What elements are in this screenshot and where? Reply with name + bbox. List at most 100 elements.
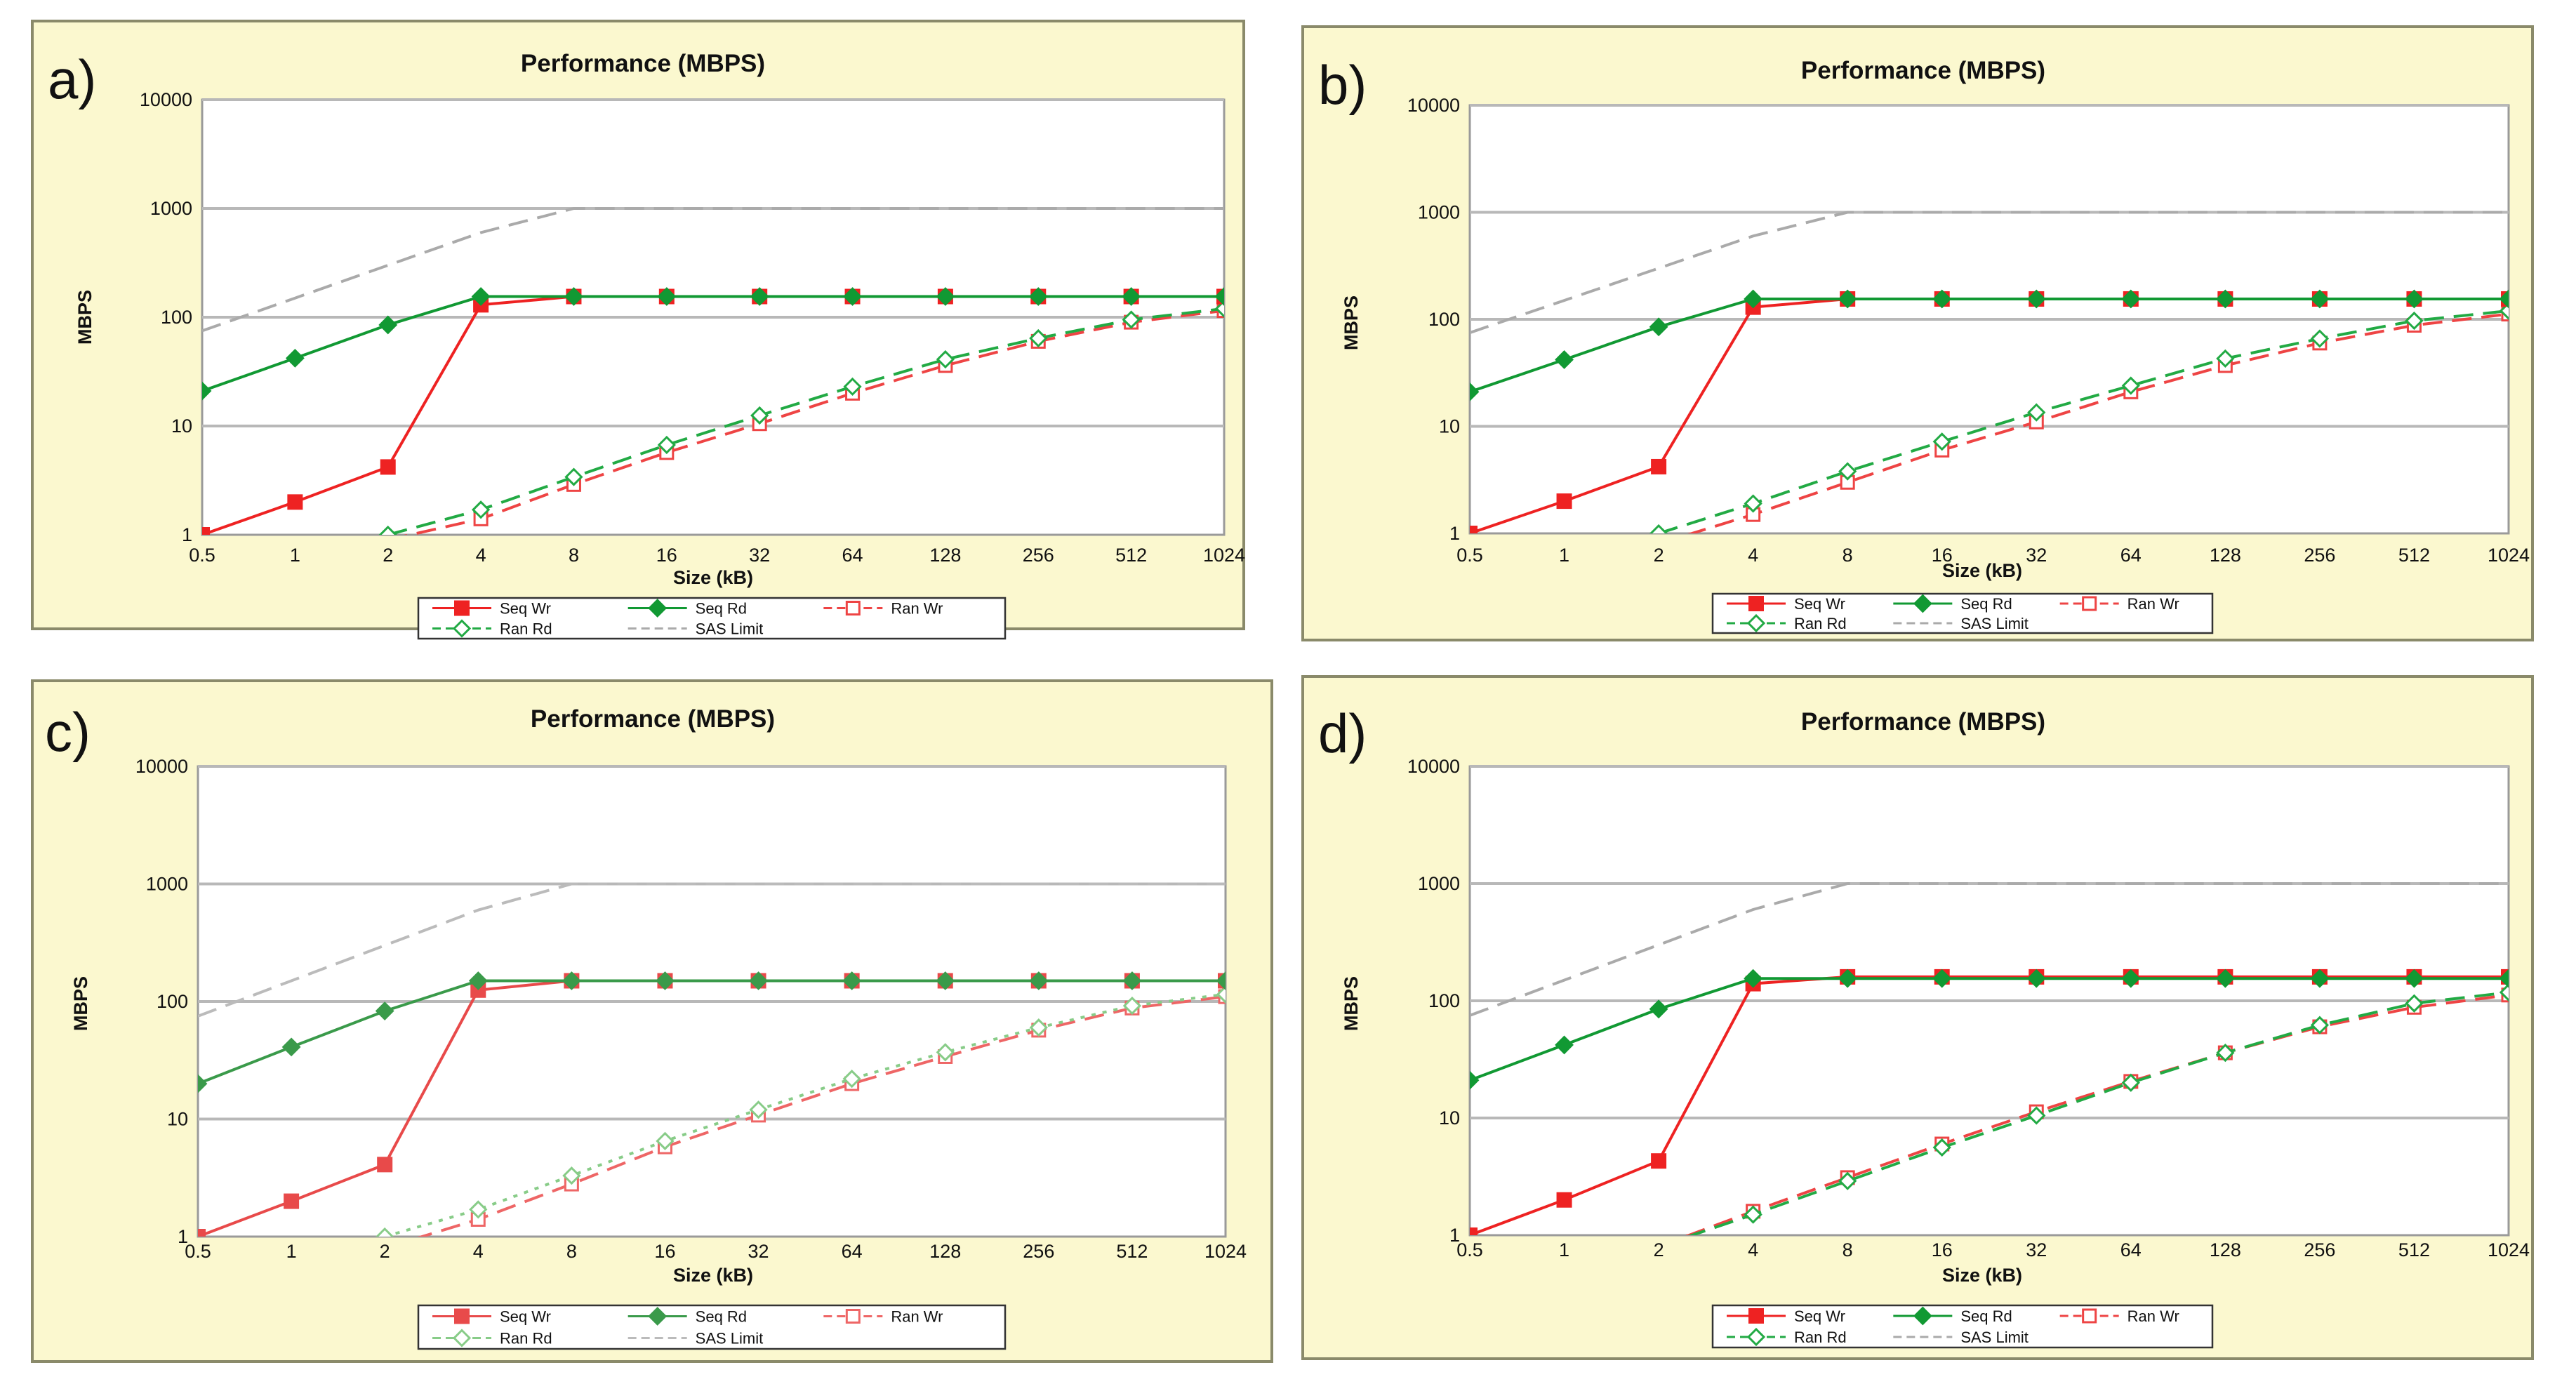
x-tick-label: 32	[748, 1241, 769, 1262]
data-point-ran-rd	[1122, 310, 1141, 329]
series-line-ran-rd	[1658, 309, 2509, 533]
legend-marker	[845, 1309, 861, 1324]
data-point-ran-rd	[936, 1043, 955, 1062]
data-point-seq-rd	[1838, 289, 1857, 309]
legend-label: Seq Rd	[696, 1308, 747, 1326]
data-point-seq-rd	[1932, 969, 1952, 988]
data-point-seq-rd	[1028, 287, 1048, 306]
data-point-ran-rd	[656, 1131, 675, 1150]
data-point-seq-rd	[562, 971, 581, 990]
x-tick-label: 8	[569, 545, 579, 566]
data-point-ran-rd	[2405, 311, 2424, 331]
x-tick-label: 2	[1654, 545, 1664, 566]
x-tick-label: 1024	[1204, 1241, 1247, 1262]
x-tick-label: 128	[929, 1241, 961, 1262]
series-line-seq-rd	[1470, 298, 2509, 394]
legend-marker	[845, 601, 861, 615]
legend	[417, 597, 1007, 640]
data-point-seq-rd	[1555, 1035, 1574, 1055]
data-point-seq-rd	[843, 287, 862, 306]
data-point-ran-rd	[471, 500, 491, 519]
x-tick-label: 4	[1748, 545, 1758, 566]
legend-label: SAS Limit	[696, 1330, 764, 1347]
legend-marker	[454, 600, 470, 616]
series-group	[1470, 211, 2509, 533]
y-tick-label: 10	[167, 1109, 188, 1130]
data-point-seq-rd	[1122, 287, 1141, 306]
series-line-sas-limit	[1470, 882, 2509, 1017]
chart-title: Performance (MBPS)	[531, 705, 775, 733]
y-tick-label: 1	[182, 524, 192, 545]
data-point-seq-wr	[1470, 526, 1478, 533]
y-tick-label: 100	[157, 991, 188, 1012]
legend-marker	[1746, 1327, 1766, 1347]
data-point-ran-rd	[2310, 329, 2330, 348]
x-tick-label: 128	[929, 545, 961, 566]
y-axis-label: MBPS	[70, 976, 91, 1031]
legend-label: SAS Limit	[1960, 615, 2029, 632]
data-point-ran-rd	[2499, 983, 2509, 1002]
legend-marker	[1748, 596, 1764, 611]
data-point-seq-rd	[2405, 969, 2424, 988]
legend-marker	[1746, 613, 1766, 633]
x-tick-label: 256	[2304, 1239, 2335, 1260]
x-tick-label: 32	[2026, 545, 2047, 566]
data-point-seq-rd	[936, 287, 955, 306]
x-tick-label: 0.5	[189, 545, 215, 566]
legend-marker	[2082, 1308, 2097, 1324]
x-tick-label: 512	[1116, 1241, 1148, 1262]
legend-label: Ran Wr	[891, 600, 943, 618]
legend-marker	[648, 1307, 668, 1326]
x-tick-label: 8	[1843, 1239, 1853, 1260]
data-point-seq-rd	[936, 971, 955, 990]
data-point-seq-rd	[750, 287, 769, 306]
x-axis-label: Size (kB)	[1942, 1265, 2022, 1286]
data-point-seq-wr	[287, 494, 303, 510]
data-point-ran-rd	[2310, 1016, 2330, 1034]
data-point-seq-rd	[842, 971, 862, 990]
legend-label: Seq Rd	[1960, 595, 2012, 613]
panel-label: d)	[1318, 703, 1367, 764]
data-point-ran-rd	[562, 1166, 581, 1185]
x-tick-label: 512	[1115, 545, 1147, 566]
data-point-seq-wr	[202, 527, 210, 535]
legend-label: Ran Wr	[2127, 595, 2179, 613]
x-tick-label: 4	[476, 545, 486, 566]
legend-label: Seq Wr	[500, 600, 551, 618]
x-axis-label: Size (kB)	[673, 567, 753, 588]
y-tick-label: 100	[1428, 309, 1460, 330]
data-point-seq-rd	[1122, 971, 1142, 990]
series-line-ran-wr	[1685, 993, 2509, 1235]
y-tick-label: 1000	[150, 198, 192, 219]
x-tick-label: 4	[1748, 1239, 1758, 1260]
data-point-ran-rd	[2121, 1073, 2140, 1092]
series-line-ran-rd	[384, 992, 1226, 1237]
data-point-seq-rd	[1744, 969, 1763, 988]
data-point-seq-rd	[564, 287, 583, 306]
data-point-ran-rd	[1744, 1205, 1762, 1224]
legend	[1711, 1304, 2214, 1349]
data-point-ran-rd	[378, 525, 397, 535]
y-tick-label: 1000	[1418, 873, 1460, 894]
y-tick-label: 1	[1449, 1225, 1460, 1246]
data-point-seq-rd	[2499, 289, 2509, 309]
data-point-seq-wr	[380, 459, 396, 475]
data-point-seq-rd	[2405, 289, 2424, 309]
data-point-seq-wr	[1556, 493, 1572, 510]
data-point-seq-rd	[1470, 1070, 1480, 1090]
x-tick-label: 128	[2210, 1239, 2241, 1260]
x-tick-label: 2	[1654, 1239, 1664, 1260]
y-axis-label: MBPS	[74, 290, 95, 345]
data-point-seq-rd	[1744, 289, 1763, 309]
data-point-ran-rd	[1214, 299, 1224, 318]
y-tick-label: 10	[171, 415, 192, 437]
data-point-ran-rd	[1838, 1171, 1857, 1190]
y-tick-label: 1000	[146, 874, 188, 895]
legend-marker	[1748, 1308, 1764, 1324]
data-point-ran-rd	[657, 435, 676, 455]
data-point-ran-rd	[1216, 985, 1226, 1004]
data-point-ran-rd	[564, 467, 583, 486]
x-tick-label: 256	[1023, 545, 1054, 566]
